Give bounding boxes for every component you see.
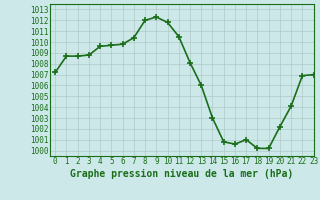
X-axis label: Graphe pression niveau de la mer (hPa): Graphe pression niveau de la mer (hPa) xyxy=(70,169,293,179)
